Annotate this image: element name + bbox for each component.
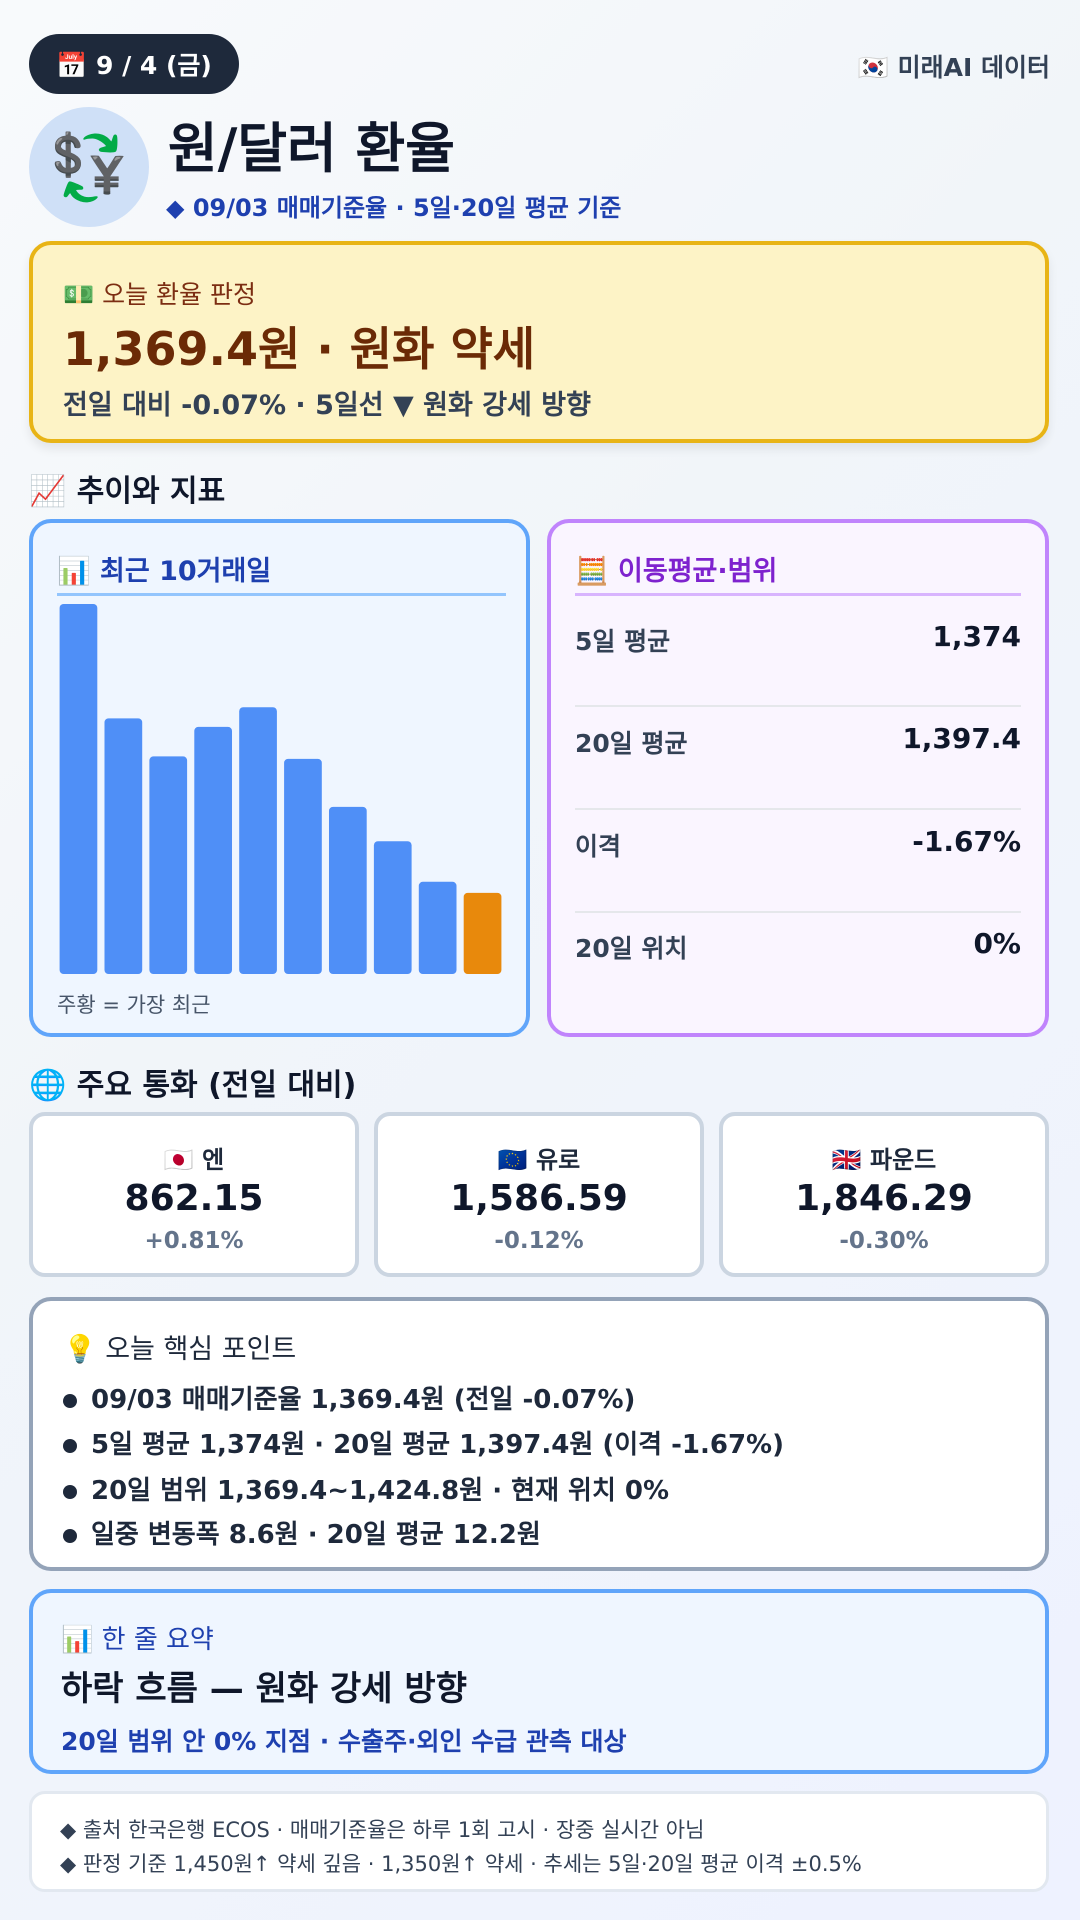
footer: ◆ 출처 한국은행 ECOS · 매매기준율은 하루 1회 고시 · 장중 실시… [29,1791,1049,1892]
panel-title: 🧮 이동평균·범위 [575,556,778,587]
bar [194,726,233,974]
currency-name: 🇬🇧 파운드 [831,1146,937,1174]
verdict-detail: 전일 대비 -0.07% · 5일선 ▼ 원화 강세 방향 [63,390,591,421]
row-value: 1,397.4 [902,722,1021,755]
subtitle: ◆ 09/03 매매기준율 · 5일·20일 평균 기준 [166,194,622,222]
summary-label: 📊 한 줄 요약 [61,1625,214,1655]
currency-card: 🇬🇧 파운드 1,846.29 -0.30% [719,1112,1049,1277]
footer-line: ◆ 출처 한국은행 ECOS · 매매기준율은 하루 1회 고시 · 장중 실시… [60,1818,705,1842]
verdict-label: 💵 오늘 환율 판정 [63,280,256,309]
key-point: 20일 범위 1,369.4~1,424.8원 · 현재 위치 0% [63,1470,669,1507]
key-point: 5일 평균 1,374원 · 20일 평균 1,397.4원 (이격 -1.67… [63,1424,784,1461]
bar [373,841,412,974]
bar [149,756,188,974]
currency-rate: 1,586.59 [450,1178,628,1219]
currency-change: -0.12% [494,1228,584,1254]
bar [418,881,457,974]
separator [575,705,1021,707]
chart-title: 📊 최근 10거래일 [57,556,272,587]
summary-card: 📊 한 줄 요약 하락 흐름 — 원화 강세 방향 20일 범위 안 0% 지점… [29,1589,1049,1774]
currency-rate: 1,846.29 [795,1178,973,1219]
row-label: 20일 평균 [575,729,688,758]
currency-change: +0.81% [144,1228,244,1254]
chart-panel: 📊 최근 10거래일 주황 = 가장 최근 [29,519,530,1037]
bar [239,707,277,974]
divider [575,593,1021,596]
row-label: 5일 평균 [575,627,671,656]
summary-headline: 하락 흐름 — 원화 강세 방향 [61,1669,467,1709]
summary-detail: 20일 범위 안 0% 지점 · 수출주·외인 수급 관측 대상 [61,1727,627,1756]
title: 원/달러 환율 [168,117,455,180]
key-points-title: 💡 오늘 핵심 포인트 [63,1334,297,1365]
currency-name: 🇪🇺 유로 [497,1146,581,1174]
bar [463,892,502,974]
row-value: -1.67% [912,825,1021,858]
bar [104,718,143,974]
currency-card: 🇪🇺 유로 1,586.59 -0.12% [374,1112,704,1277]
currency-change: -0.30% [839,1228,929,1254]
currency-rate: 862.15 [124,1178,264,1219]
verdict-headline: 1,369.4원 · 원화 약세 [63,322,536,376]
verdict-card: 💵 오늘 환율 판정 1,369.4원 · 원화 약세 전일 대비 -0.07%… [29,241,1049,443]
row-label: 이격 [575,832,622,861]
moving-average-panel: 🧮 이동평균·범위 5일 평균 1,374 20일 평균 1,397.4 이격 … [547,519,1049,1037]
bar [59,604,98,974]
row-value: 0% [973,927,1021,960]
bar [284,758,322,974]
key-point: 일중 변동폭 8.6원 · 20일 평균 12.2원 [63,1514,541,1551]
date-badge: 📅 9 / 4 (금) [29,34,239,94]
key-point: 09/03 매매기준율 1,369.4원 (전일 -0.07%) [63,1379,635,1416]
separator [575,911,1021,913]
separator [575,808,1021,810]
footer-line: ◆ 판정 기준 1,450원↑ 약세 깊음 · 1,350원↑ 약세 · 추세는… [60,1852,862,1876]
bar [328,806,367,974]
header-icon: 💱 [29,107,149,227]
section-title: 📈 추이와 지표 [29,474,226,509]
currency-name: 🇯🇵 엔 [163,1146,225,1174]
section-title: 🌐 주요 통화 (전일 대비) [29,1068,357,1103]
chart-caption: 주황 = 가장 최근 [57,993,211,1017]
divider [57,593,506,596]
row-label: 20일 위치 [575,934,688,963]
source-badge: 🇰🇷 미래AI 데이터 [857,53,1050,82]
bar-chart [59,604,502,974]
row-value: 1,374 [932,620,1021,653]
currency-card: 🇯🇵 엔 862.15 +0.81% [29,1112,359,1277]
key-points: 💡 오늘 핵심 포인트 09/03 매매기준율 1,369.4원 (전일 -0.… [29,1297,1049,1571]
